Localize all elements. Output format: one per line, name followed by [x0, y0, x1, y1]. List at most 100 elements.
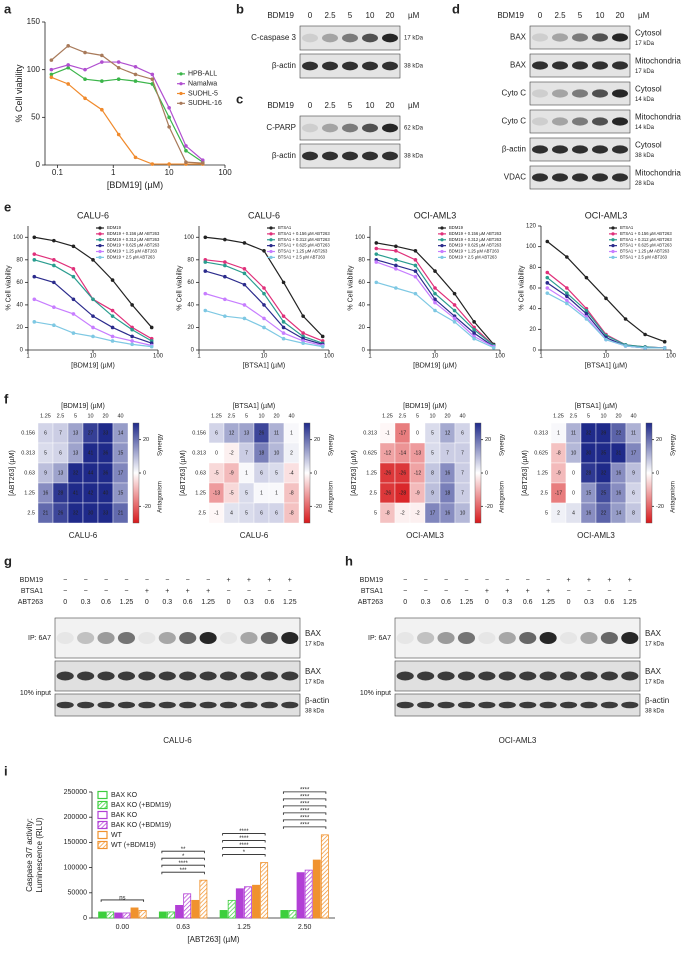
- legend-label: BDM19 + 0.312 µM ABT263: [107, 237, 160, 242]
- data-point: [100, 53, 104, 58]
- cell-value: 12: [229, 430, 235, 436]
- condition-mark: −: [424, 577, 428, 584]
- band: [97, 701, 115, 709]
- cell-value: 6: [44, 430, 47, 436]
- significance-bracket: [161, 871, 205, 875]
- protein-label: BAX: [645, 629, 662, 638]
- data-point: [100, 60, 104, 64]
- cell-value: -1: [385, 430, 390, 436]
- y-tick-label: 60: [187, 280, 194, 286]
- x-tick-label: 10: [432, 354, 439, 360]
- band: [437, 671, 455, 681]
- data-point: [83, 67, 87, 72]
- treatment-label: BDM19: [267, 101, 294, 110]
- series-line: [34, 276, 152, 344]
- legend-marker: [98, 244, 102, 248]
- legend-label: WT: [111, 832, 123, 839]
- band: [612, 145, 628, 154]
- x-tick-label: 10: [87, 413, 93, 419]
- data-point: [133, 79, 138, 83]
- data-point: [100, 107, 104, 112]
- data-point: [394, 286, 398, 290]
- band: [457, 632, 476, 644]
- cell-value: 18: [259, 450, 265, 456]
- band: [240, 701, 258, 709]
- band: [199, 632, 217, 644]
- data-point: [203, 308, 208, 313]
- data-point: [394, 244, 398, 249]
- cell-value: 9: [431, 490, 434, 496]
- band: [342, 33, 358, 43]
- data-point: [374, 260, 379, 264]
- legend-marker: [440, 232, 444, 236]
- bar: [199, 879, 208, 919]
- band: [478, 632, 496, 644]
- blot-left-label: 10% input: [360, 690, 391, 697]
- data-point: [32, 297, 37, 302]
- condition-label: ABT263: [358, 599, 383, 606]
- band: [600, 632, 618, 644]
- band: [117, 671, 136, 681]
- blot-row: [529, 53, 631, 78]
- condition-mark: 1.25: [623, 599, 637, 606]
- unit-label: µM: [408, 101, 420, 110]
- cell-value: 6: [215, 430, 218, 436]
- data-point: [167, 162, 171, 166]
- cell-value: 41: [73, 490, 79, 496]
- series-line: [51, 76, 203, 165]
- unit-label: µM: [408, 11, 420, 20]
- y-tick-label: 0.625: [534, 450, 548, 456]
- colorbar-tick-label: 0: [143, 470, 146, 476]
- panel-label: h: [345, 553, 353, 568]
- data-point: [604, 337, 608, 342]
- cell-value: 33: [103, 510, 109, 516]
- protein-label: BAX: [305, 667, 322, 676]
- cell-value: 36: [103, 470, 109, 476]
- data-point: [91, 334, 95, 339]
- cell-value: 16: [616, 490, 622, 496]
- condition-mark: −: [247, 588, 251, 595]
- legend-marker: [611, 238, 615, 242]
- data-point: [452, 316, 457, 321]
- cell-value: -12: [384, 450, 391, 456]
- band: [552, 89, 568, 98]
- blot-row: [394, 617, 641, 659]
- data-point: [242, 241, 247, 245]
- data-point: [71, 274, 76, 279]
- bar: [227, 899, 236, 919]
- band: [417, 671, 435, 681]
- condition-mark: 1.25: [541, 599, 555, 606]
- cell-value: 35: [601, 450, 607, 456]
- x-tick-label: 5: [416, 413, 419, 419]
- cell-value: 0: [572, 490, 575, 496]
- cell-value: -5: [214, 470, 219, 476]
- data-point: [301, 331, 305, 335]
- cell-value: 5: [245, 490, 248, 496]
- data-point: [184, 144, 188, 148]
- band: [498, 632, 516, 644]
- data-point: [394, 263, 398, 268]
- data-point: [83, 96, 87, 101]
- cell-value: 6: [632, 490, 635, 496]
- y-tick-label: 100000: [64, 864, 87, 871]
- size-label: 28 kDa: [635, 181, 655, 187]
- band: [362, 123, 378, 133]
- bar: [114, 912, 123, 919]
- band: [417, 632, 435, 644]
- band: [179, 671, 197, 681]
- cell-value: 32: [601, 470, 607, 476]
- cell-value: 36: [103, 450, 109, 456]
- band: [382, 61, 398, 71]
- band: [281, 701, 299, 709]
- cell-value: 6: [275, 510, 278, 516]
- condition-mark: +: [566, 577, 570, 584]
- y-axis-label: [ABT263] (µM): [180, 450, 187, 496]
- bar: [243, 886, 252, 919]
- x-tick-label: 10: [90, 354, 97, 360]
- protein-label: C-PARP: [266, 123, 296, 132]
- band: [437, 632, 455, 644]
- legend-marker: [98, 226, 102, 230]
- cell-value: 12: [445, 430, 451, 436]
- protein-label: β-actin: [305, 696, 329, 705]
- treatment-label: BDM19: [267, 11, 294, 20]
